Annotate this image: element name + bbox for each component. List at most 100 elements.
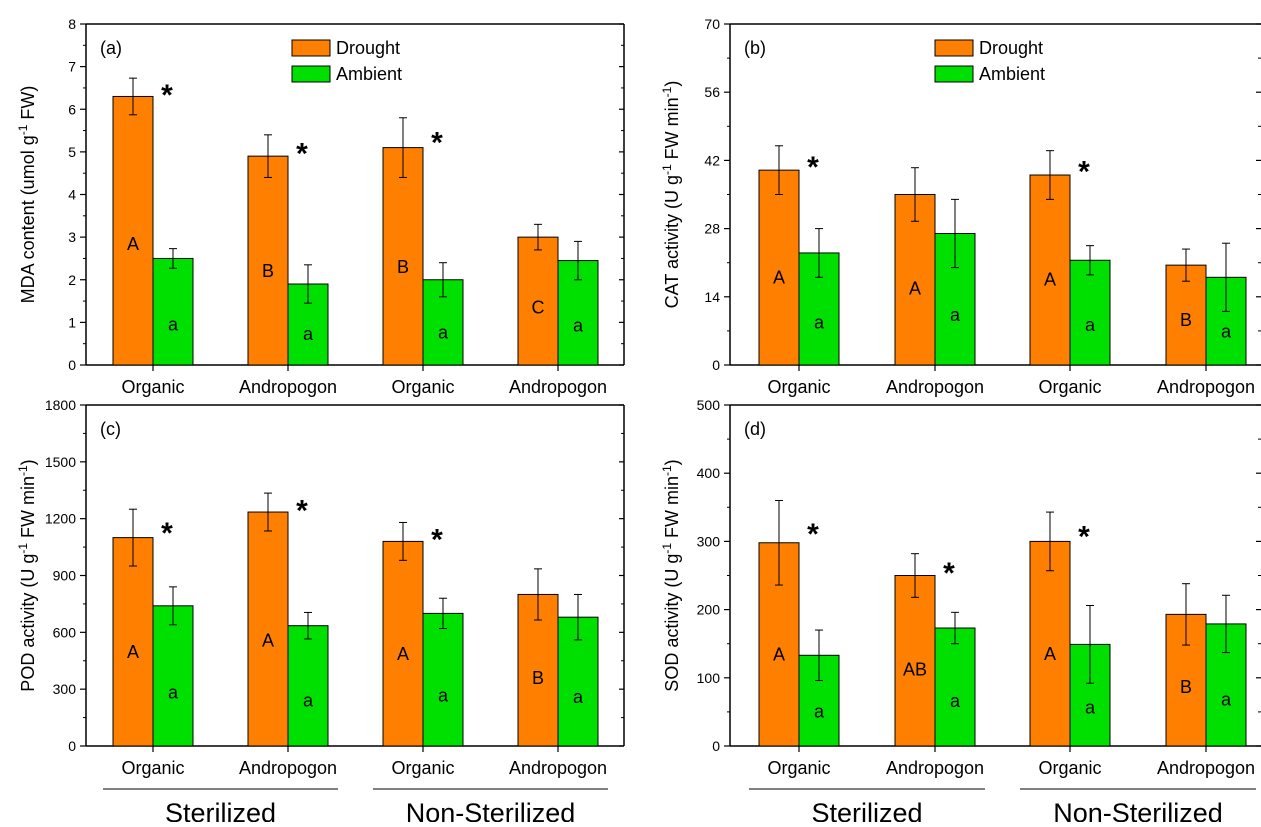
y-tick-label: 7 [68,59,76,75]
y-tick-label: 5 [68,144,76,160]
y-axis-label-part: ) [662,459,682,465]
y-tick-label: 70 [704,16,720,32]
y-axis-label-part: ) [662,81,682,87]
letter-ambient: a [573,315,584,335]
y-tick-label: 1500 [45,454,76,470]
bar-ambient [934,627,976,747]
y-tick-label: 0 [712,738,720,754]
y-axis-label-sup: -1 [660,164,674,175]
x-tick-label: Andropogon [886,377,984,397]
y-axis-label-part: FW min [662,476,682,543]
letter-drought: A [773,645,785,665]
legend-label: Ambient [979,64,1045,84]
significance-star: * [1078,156,1090,189]
letter-drought: A [909,278,921,298]
x-tick-label: Andropogon [239,377,337,397]
y-axis-label-part: FW min [662,97,682,164]
group-label: Non-Sterilized [406,798,576,822]
y-tick-label: 300 [697,533,721,549]
y-axis-label-part: MDA content (umol g [18,135,38,303]
y-axis-label-part: FW) [18,86,38,125]
x-tick-label: Andropogon [886,758,984,778]
y-axis-label: SOD activity (U g-1 FW min-1) [660,459,682,691]
panel-label: (d) [744,419,766,439]
significance-star: * [161,79,173,112]
y-axis-label-sup: -1 [16,543,30,554]
y-axis-label: CAT activity (U g-1 FW min-1) [660,81,682,309]
y-tick-label: 1 [68,314,76,330]
y-tick-label: 900 [53,568,77,584]
y-tick-label: 1800 [45,397,76,413]
group-label: Sterilized [165,798,276,822]
bar-ambient [287,625,329,747]
letter-drought: A [1044,270,1056,290]
y-tick-label: 0 [68,738,76,754]
y-axis-label-sup: -1 [660,543,674,554]
y-axis-label-sup: -1 [660,86,674,97]
x-tick-label: Organic [121,758,184,778]
y-tick-label: 2 [68,272,76,288]
x-tick-label: Organic [767,377,830,397]
letter-ambient: a [168,683,179,703]
significance-star: * [1078,521,1090,554]
bar-drought [894,194,936,366]
letter-drought: C [532,297,545,317]
significance-star: * [943,557,955,590]
letter-ambient: a [814,312,825,332]
y-tick-label: 400 [697,465,721,481]
bar-drought [247,511,289,747]
significance-star: * [161,517,173,550]
legend-swatch [934,65,974,83]
letter-ambient: a [1221,322,1232,342]
y-tick-label: 42 [704,152,720,168]
y-tick-label: 1200 [45,511,76,527]
bar-ambient [152,257,194,366]
letter-ambient: a [303,690,314,710]
legend-label: Drought [336,38,400,58]
legend-swatch [291,65,331,83]
y-tick-label: 500 [697,397,721,413]
y-tick-label: 200 [697,602,721,618]
letter-drought: A [773,267,785,287]
letter-ambient: a [303,324,314,344]
letter-drought: A [262,631,274,651]
letter-drought: A [397,644,409,664]
letter-drought: B [397,257,409,277]
bar-drought [894,575,936,747]
bar-drought [112,95,154,366]
letter-ambient: a [1085,315,1096,335]
y-axis-label: MDA content (umol g-1 FW) [16,86,38,304]
y-axis-label-sup: -1 [16,465,30,476]
letter-ambient: a [950,305,961,325]
x-tick-label: Andropogon [239,758,337,778]
panel-label: (b) [744,38,766,58]
x-tick-label: Andropogon [509,377,607,397]
bar-drought [1029,174,1071,366]
y-tick-label: 600 [53,624,77,640]
letter-ambient: a [573,687,584,707]
y-axis-label-part: CAT activity (U g [662,175,682,308]
y-tick-label: 300 [53,681,77,697]
letter-ambient: a [438,686,449,706]
letter-drought: B [1180,310,1192,330]
significance-star: * [807,151,819,184]
y-axis-label-sup: -1 [660,465,674,476]
letter-drought: A [127,642,139,662]
letter-ambient: a [1221,690,1232,710]
panel-label: (a) [100,38,122,58]
legend-swatch [291,39,331,57]
letter-drought: AB [903,659,927,679]
y-axis-label-part: POD activity (U g [18,554,38,692]
legend-label: Drought [979,38,1043,58]
letter-drought: A [127,234,139,254]
letter-drought: B [532,668,544,688]
letter-drought: A [1044,644,1056,664]
y-tick-label: 6 [68,101,76,117]
bar-ambient [1069,259,1111,366]
significance-star: * [431,524,443,557]
y-tick-label: 100 [697,670,721,686]
y-tick-label: 8 [68,16,76,32]
letter-ambient: a [950,691,961,711]
